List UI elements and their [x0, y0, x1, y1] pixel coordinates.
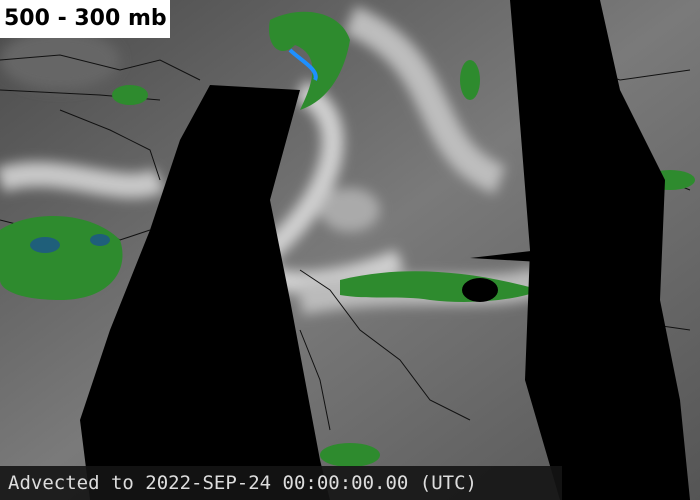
title-label: 500 - 300 mb: [0, 0, 170, 38]
timestamp-label: Advected to 2022-SEP-24 00:00:00.00 (UTC…: [0, 466, 562, 500]
moisture-green: [0, 11, 695, 467]
no-data-swaths: [80, 0, 690, 500]
